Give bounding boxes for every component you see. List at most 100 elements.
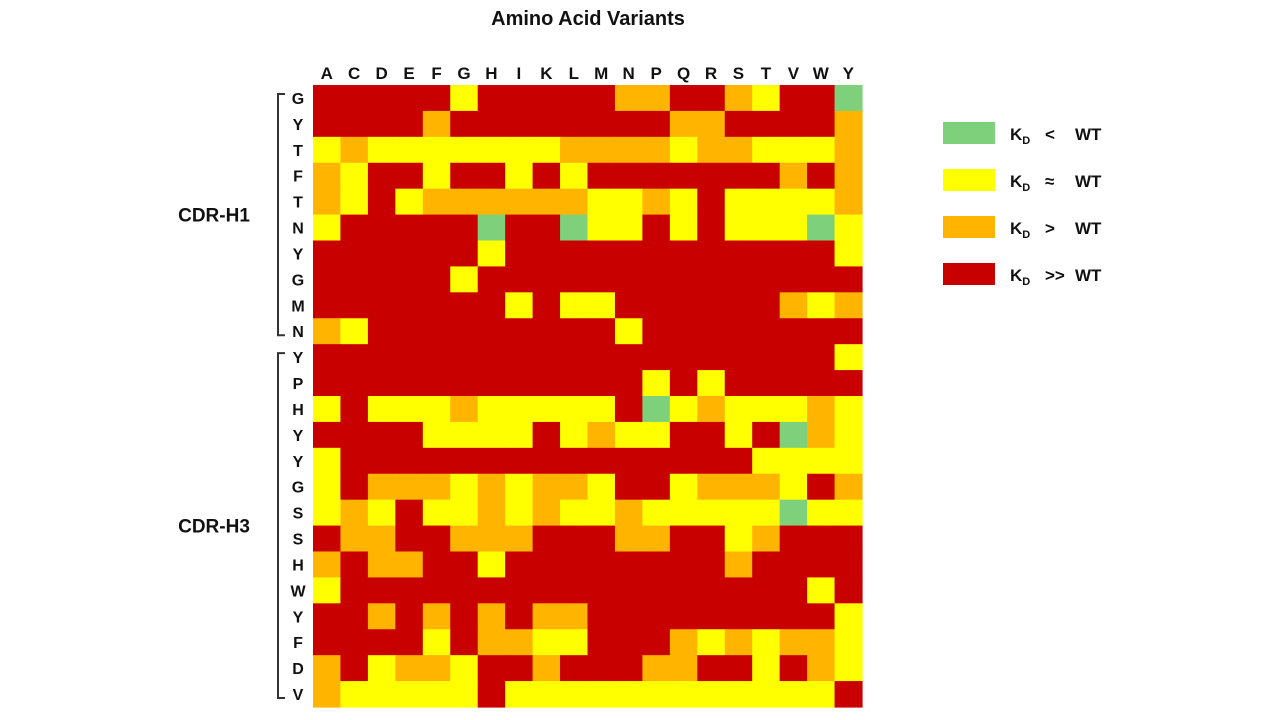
heatmap-cell-N10-S bbox=[724, 318, 753, 345]
heatmap-cell-Y11-T bbox=[752, 344, 781, 371]
heatmap-cells bbox=[313, 85, 863, 708]
heatmap-cell-G8-P bbox=[642, 266, 671, 293]
heatmap-cell-Y7-T bbox=[752, 240, 781, 268]
legend-swatch bbox=[943, 122, 995, 144]
heatmap-cell-Y14-Y bbox=[834, 421, 863, 449]
heatmap-cell-G16-V bbox=[779, 473, 808, 501]
heatmap-cell-H19-D bbox=[367, 551, 396, 579]
heatmap-cell-V24-Y bbox=[834, 681, 863, 708]
heatmap-cell-Y14-T bbox=[752, 421, 781, 449]
heatmap-cell-Y14-C bbox=[340, 421, 369, 449]
heatmap-cell-H19-F bbox=[422, 551, 451, 579]
heatmap-cell-W20-F bbox=[422, 577, 451, 604]
heatmap-cell-Y15-L bbox=[560, 447, 589, 475]
heatmap-cell-Y11-H bbox=[477, 344, 506, 371]
heatmap-cell-M9-Y bbox=[834, 292, 863, 319]
heatmap-cell-S17-L bbox=[560, 499, 589, 527]
heatmap-cell-Y14-Q bbox=[669, 421, 698, 449]
heatmap-cell-V24-C bbox=[340, 681, 369, 708]
heatmap-cell-Y21-I bbox=[505, 603, 534, 630]
heatmap-cell-P12-Q bbox=[669, 370, 698, 397]
heatmap-cell-G1-T bbox=[752, 85, 781, 112]
heatmap-cell-T5-G bbox=[450, 188, 479, 216]
heatmap-cell-Y21-A bbox=[313, 603, 342, 630]
heatmap-cell-G16-H bbox=[477, 473, 506, 501]
heatmap-cell-P12-L bbox=[560, 370, 589, 397]
heatmap-cell-Y2-C bbox=[340, 110, 369, 138]
heatmap-cell-F22-H bbox=[477, 629, 506, 656]
legend-label: KD >> WT bbox=[1010, 266, 1102, 288]
heatmap-cell-G16-I bbox=[505, 473, 534, 501]
heatmap-cell-Y14-P bbox=[642, 421, 671, 449]
heatmap-cell-Y14-I bbox=[505, 421, 534, 449]
heatmap-cell-N10-C bbox=[340, 318, 369, 345]
heatmap-cell-V24-K bbox=[532, 681, 561, 708]
legend-label: KD > WT bbox=[1010, 219, 1102, 241]
heatmap-cell-F4-H bbox=[477, 162, 506, 190]
heatmap-cell-T3-R bbox=[697, 136, 726, 164]
heatmap-cell-Y14-R bbox=[697, 421, 726, 449]
heatmap-cell-H19-Q bbox=[669, 551, 698, 579]
row-label-H: H bbox=[292, 557, 304, 574]
heatmap-cell-T3-K bbox=[532, 136, 561, 164]
heatmap-cell-D23-F bbox=[422, 655, 451, 682]
heatmap-cell-Y14-M bbox=[587, 421, 616, 449]
heatmap-cell-Y21-W bbox=[807, 603, 836, 630]
heatmap-cell-Y15-D bbox=[367, 447, 396, 475]
heatmap-cell-H13-Y bbox=[834, 396, 863, 423]
column-label-P: P bbox=[650, 64, 661, 83]
heatmap-cell-H13-R bbox=[697, 396, 726, 423]
heatmap-cell-Y14-H bbox=[477, 421, 506, 449]
heatmap-cell-S17-P bbox=[642, 499, 671, 527]
heatmap-cell-H19-H bbox=[477, 551, 506, 579]
heatmap-cell-Y15-W bbox=[807, 447, 836, 475]
heatmap-cell-T3-P bbox=[642, 136, 671, 164]
heatmap-cell-T3-Y bbox=[834, 136, 863, 164]
column-label-Q: Q bbox=[677, 64, 690, 83]
heatmap-cell-V24-E bbox=[395, 681, 424, 708]
heatmap-cell-F4-N bbox=[614, 162, 643, 190]
heatmap-cell-S17-N bbox=[614, 499, 643, 527]
legend-label: KD < WT bbox=[1010, 125, 1102, 147]
heatmap-cell-D23-E bbox=[395, 655, 424, 682]
heatmap-cell-D23-N bbox=[614, 655, 643, 682]
heatmap-cell-V24-L bbox=[560, 681, 589, 708]
heatmap-cell-F4-Y bbox=[834, 162, 863, 190]
heatmap-cell-W20-R bbox=[697, 577, 726, 604]
heatmap-cell-Y15-C bbox=[340, 447, 369, 475]
heatmap-cell-T3-M bbox=[587, 136, 616, 164]
row-label-P: P bbox=[293, 376, 304, 393]
heatmap-cell-Y7-V bbox=[779, 240, 808, 268]
heatmap-cell-D23-P bbox=[642, 655, 671, 682]
column-label-A: A bbox=[321, 64, 333, 83]
heatmap-cell-Y15-N bbox=[614, 447, 643, 475]
heatmap-cell-T5-T bbox=[752, 188, 781, 216]
heatmap-cell-H13-S bbox=[724, 396, 753, 423]
heatmap-cell-G8-Y bbox=[834, 266, 863, 293]
heatmap-cell-N6-H bbox=[477, 214, 506, 242]
heatmap-cell-Y2-V bbox=[779, 110, 808, 138]
heatmap-cell-Y7-P bbox=[642, 240, 671, 268]
heatmap-cell-W20-W bbox=[807, 577, 836, 604]
heatmap-cell-Y15-R bbox=[697, 447, 726, 475]
heatmap-cell-D23-S bbox=[724, 655, 753, 682]
heatmap-cell-N6-F bbox=[422, 214, 451, 242]
heatmap-cell-H19-G bbox=[450, 551, 479, 579]
heatmap-cell-T3-G bbox=[450, 136, 479, 164]
heatmap-cell-F22-M bbox=[587, 629, 616, 656]
heatmap-cell-V24-A bbox=[313, 681, 342, 708]
heatmap-cell-G16-E bbox=[395, 473, 424, 501]
heatmap-cell-S17-M bbox=[587, 499, 616, 527]
heatmap-cell-T3-N bbox=[614, 136, 643, 164]
heatmap-cell-N10-G bbox=[450, 318, 479, 345]
heatmap-cell-Y11-F bbox=[422, 344, 451, 371]
heatmap-cell-H19-T bbox=[752, 551, 781, 579]
heatmap-cell-D23-H bbox=[477, 655, 506, 682]
heatmap-cell-T3-D bbox=[367, 136, 396, 164]
heatmap-cell-G8-R bbox=[697, 266, 726, 293]
heatmap-cell-S17-I bbox=[505, 499, 534, 527]
heatmap-cell-G8-Q bbox=[669, 266, 698, 293]
column-label-T: T bbox=[761, 64, 772, 83]
column-label-D: D bbox=[375, 64, 387, 83]
